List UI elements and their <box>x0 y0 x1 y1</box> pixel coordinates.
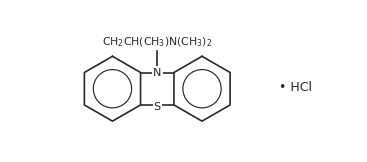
Text: S: S <box>154 102 161 112</box>
Text: • HCl: • HCl <box>279 81 312 94</box>
Text: CH$_2$CH(CH$_3$)N(CH$_3$)$_2$: CH$_2$CH(CH$_3$)N(CH$_3$)$_2$ <box>102 36 212 49</box>
Text: N: N <box>153 68 161 77</box>
